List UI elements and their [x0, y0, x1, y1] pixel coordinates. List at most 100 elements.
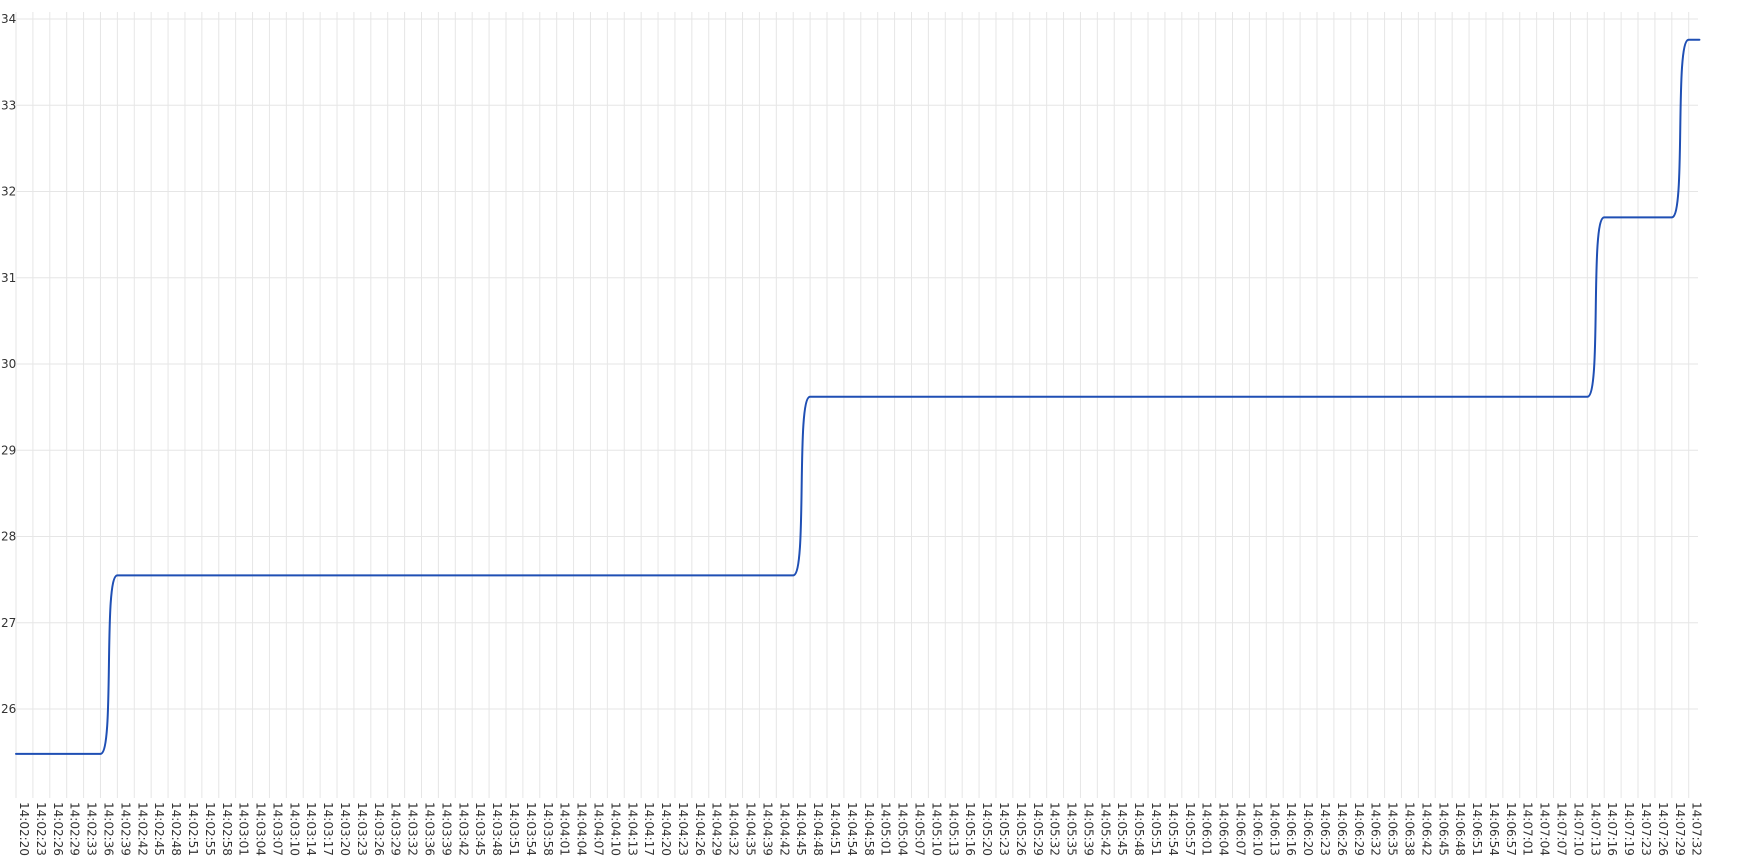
- x-tick-label: 14:06:45: [1436, 802, 1450, 856]
- x-tick-label: 14:04:20: [659, 802, 673, 856]
- x-tick-label: 14:02:45: [152, 802, 166, 856]
- x-tick-label: 14:04:10: [608, 802, 622, 856]
- x-tick-label: 14:02:58: [220, 802, 234, 856]
- x-tick-label: 14:03:42: [456, 802, 470, 856]
- x-tick-label: 14:06:04: [1217, 802, 1231, 856]
- x-tick-label: 14:06:48: [1453, 802, 1467, 856]
- x-tick-label: 14:06:20: [1301, 802, 1315, 856]
- x-tick-label: 14:03:23: [355, 802, 369, 856]
- x-tick-label: 14:03:14: [304, 802, 318, 856]
- x-tick-label: 14:02:51: [186, 802, 200, 856]
- x-tick-label: 14:07:01: [1521, 802, 1535, 856]
- x-tick-label: 14:04:01: [558, 802, 572, 856]
- y-gridlines: [16, 18, 1698, 710]
- x-tick-label: 14:05:32: [1048, 802, 1062, 856]
- x-tick-label: 14:02:29: [68, 802, 82, 856]
- x-tick-label: 14:04:58: [862, 802, 876, 856]
- y-tick-label: 28: [1, 530, 16, 544]
- x-tick-label: 14:03:32: [406, 802, 420, 856]
- x-tick-label: 14:07:26: [1656, 802, 1670, 856]
- x-tick-label: 14:02:23: [34, 802, 48, 856]
- x-tick-label: 14:07:10: [1571, 802, 1585, 856]
- x-tick-label: 14:03:10: [287, 802, 301, 856]
- x-tick-label: 14:06:54: [1487, 802, 1501, 856]
- x-tick-label: 14:07:29: [1673, 802, 1687, 856]
- x-tick-label: 14:06:23: [1318, 802, 1332, 856]
- x-tick-label: 14:06:26: [1335, 802, 1349, 856]
- y-tick-label: 30: [1, 357, 16, 371]
- x-tick-label: 14:04:54: [845, 802, 859, 856]
- x-tick-label: 14:05:10: [929, 802, 943, 856]
- x-tick-label: 14:06:57: [1504, 802, 1518, 856]
- x-tick-label: 14:06:01: [1200, 802, 1214, 856]
- x-tick-label: 14:04:17: [642, 802, 656, 856]
- x-tick-label: 14:05:20: [980, 802, 994, 856]
- x-tick-label: 14:06:29: [1352, 802, 1366, 856]
- x-tick-label: 14:04:45: [794, 802, 808, 856]
- x-tick-label: 14:05:29: [1031, 802, 1045, 856]
- x-tick-label: 14:06:16: [1284, 802, 1298, 856]
- x-tick-label: 14:06:07: [1234, 802, 1248, 856]
- x-tick-label: 14:04:39: [760, 802, 774, 856]
- x-tick-label: 14:02:39: [118, 802, 132, 856]
- x-tick-label: 14:07:07: [1555, 802, 1569, 856]
- series-group: [15, 38, 1701, 755]
- x-tick-label: 14:05:23: [997, 802, 1011, 856]
- x-gridlines: [15, 12, 1690, 798]
- x-tick-label: 14:06:42: [1419, 802, 1433, 856]
- x-tick-label: 14:04:42: [777, 802, 791, 856]
- x-tick-label: 14:07:19: [1622, 802, 1636, 856]
- x-tick-label: 14:04:26: [693, 802, 707, 856]
- x-tick-label: 14:03:39: [439, 802, 453, 856]
- y-tick-label: 33: [1, 98, 16, 112]
- x-tick-label: 14:04:48: [811, 802, 825, 856]
- x-tick-label: 14:04:35: [744, 802, 758, 856]
- x-tick-label: 14:07:23: [1639, 802, 1653, 856]
- x-tick-label: 14:05:35: [1065, 802, 1079, 856]
- x-tick-label: 14:03:17: [321, 802, 335, 856]
- x-tick-label: 14:05:07: [912, 802, 926, 856]
- x-tick-label: 14:04:23: [676, 802, 690, 856]
- x-tick-label: 14:05:54: [1166, 802, 1180, 856]
- x-tick-label: 14:03:48: [490, 802, 504, 856]
- x-tick-label: 14:03:04: [254, 802, 268, 856]
- x-tick-label: 14:02:33: [85, 802, 99, 856]
- x-tick-label: 14:03:51: [507, 802, 521, 856]
- y-tick-label: 29: [1, 443, 16, 457]
- x-axis-ticks: 14:02:20 14:02:23 14:02:26 14:02:29 14:02:33…: [17, 802, 1704, 856]
- x-tick-label: 14:02:26: [51, 802, 65, 856]
- series-line: [15, 38, 1701, 755]
- x-tick-label: 14:04:29: [710, 802, 724, 856]
- x-tick-label: 14:06:38: [1402, 802, 1416, 856]
- x-tick-label: 14:07:32: [1690, 802, 1704, 856]
- x-tick-label: 14:06:10: [1250, 802, 1264, 856]
- x-tick-label: 14:04:13: [625, 802, 639, 856]
- x-tick-label: 14:05:48: [1132, 802, 1146, 856]
- x-tick-label: 14:05:51: [1149, 802, 1163, 856]
- y-tick-label: 32: [1, 185, 16, 199]
- x-tick-label: 14:05:57: [1183, 802, 1197, 856]
- x-tick-label: 14:04:32: [727, 802, 741, 856]
- x-tick-label: 14:03:01: [237, 802, 251, 856]
- x-tick-label: 14:03:20: [338, 802, 352, 856]
- x-tick-label: 14:03:54: [524, 802, 538, 856]
- x-tick-label: 14:02:42: [135, 802, 149, 856]
- x-tick-label: 14:06:51: [1470, 802, 1484, 856]
- x-tick-label: 14:06:32: [1369, 802, 1383, 856]
- x-tick-label: 14:07:16: [1605, 802, 1619, 856]
- x-tick-label: 14:05:39: [1081, 802, 1095, 856]
- y-tick-label: 31: [1, 271, 16, 285]
- y-tick-label: 34: [1, 12, 16, 26]
- x-tick-label: 14:06:13: [1267, 802, 1281, 856]
- x-tick-label: 14:04:07: [591, 802, 605, 856]
- x-tick-label: 14:03:26: [372, 802, 386, 856]
- x-tick-label: 14:02:55: [203, 802, 217, 856]
- x-tick-label: 14:05:42: [1098, 802, 1112, 856]
- y-tick-label: 26: [1, 702, 16, 716]
- x-tick-label: 14:06:35: [1386, 802, 1400, 856]
- x-tick-label: 14:03:36: [423, 802, 437, 856]
- x-tick-label: 14:05:01: [879, 802, 893, 856]
- y-axis-ticks: 26 27 28 29 30 31 32 33 34: [1, 12, 16, 716]
- x-tick-label: 14:02:36: [101, 802, 115, 856]
